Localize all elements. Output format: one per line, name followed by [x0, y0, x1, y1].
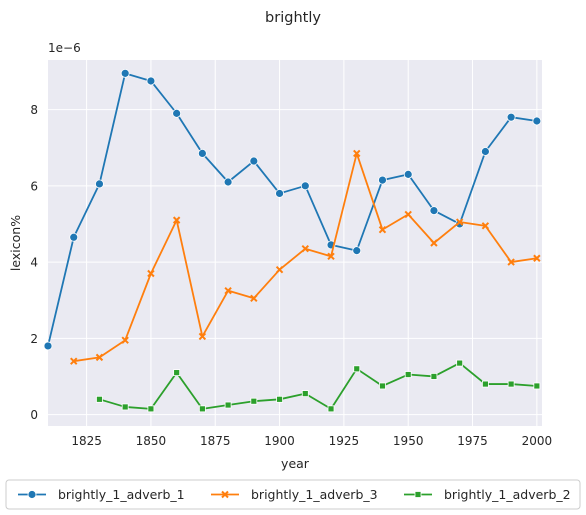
data-point [249, 156, 259, 166]
data-point [120, 68, 130, 78]
data-point [430, 239, 438, 247]
data-point [300, 181, 310, 191]
data-point [172, 216, 181, 224]
data-point [276, 395, 283, 403]
data-point [197, 149, 207, 158]
data-point [172, 108, 182, 118]
legend-marker [414, 491, 422, 498]
legend-label: brightly_1_adverb_1 [58, 487, 185, 502]
data-point [507, 380, 515, 388]
data-point [507, 258, 515, 266]
x-tick-label: 2000 [522, 434, 553, 448]
data-point [70, 357, 78, 365]
legend-marker [27, 490, 37, 499]
data-point [403, 169, 413, 179]
y-ticks: 0 2 4 6 8 [30, 103, 38, 422]
data-point [352, 246, 362, 256]
data-point [481, 380, 489, 388]
y-tick-label: 2 [30, 332, 38, 346]
series-line [99, 362, 537, 410]
data-point [224, 401, 232, 409]
x-tick-label: 1925 [329, 434, 360, 448]
data-point [532, 116, 542, 126]
legend: brightly_1_adverb_1 brightly_1_adverb_3 br… [5, 479, 581, 510]
data-point [533, 382, 541, 390]
series-brightly_1_adverb_1 [43, 68, 542, 351]
data-point [480, 147, 490, 156]
data-point [378, 175, 387, 185]
data-point [275, 189, 284, 198]
y-tick-label: 0 [30, 408, 38, 422]
data-point [404, 371, 412, 378]
data-point [147, 269, 155, 278]
legend-label: brightly_1_adverb_3 [251, 487, 378, 502]
data-point [481, 222, 490, 230]
series-brightly_1_adverb_3 [70, 149, 541, 365]
data-point [429, 206, 439, 215]
data-point [147, 405, 155, 413]
data-point [198, 405, 206, 413]
x-tick-label: 1900 [264, 434, 295, 448]
data-point [379, 382, 386, 390]
data-point [121, 403, 129, 411]
x-tick-label: 1950 [393, 434, 424, 448]
legend-item: brightly_1_adverb_2 [404, 487, 571, 502]
plot-area [48, 60, 542, 426]
x-ticks: 1825 1850 1875 1900 1925 1950 1975 2000 [71, 434, 552, 448]
data-point [146, 76, 156, 86]
data-point [455, 218, 464, 226]
legend-item: brightly_1_adverb_3 [211, 487, 378, 502]
data-point [506, 112, 516, 122]
data-point [404, 210, 412, 219]
data-point [275, 265, 284, 274]
legend-label: brightly_1_adverb_2 [444, 487, 571, 502]
y-tick-label: 6 [30, 179, 38, 193]
legend-marker [221, 490, 229, 499]
data-point [250, 397, 258, 405]
y-tick-label: 4 [30, 256, 38, 270]
grid [48, 60, 542, 426]
chart-title: brightly [265, 10, 321, 26]
data-point [121, 336, 129, 344]
x-tick-label: 1825 [71, 434, 102, 448]
y-offset-label: 1e−6 [48, 41, 81, 55]
data-point [223, 177, 233, 187]
x-tick-label: 1850 [136, 434, 167, 448]
series-line [47, 72, 537, 347]
data-point [173, 369, 181, 377]
data-point [96, 395, 103, 403]
data-point [43, 341, 53, 351]
data-point [301, 390, 309, 397]
data-point [353, 149, 361, 158]
data-point [301, 245, 309, 253]
data-point [250, 294, 258, 302]
y-axis-label: lexicon% [8, 215, 23, 271]
data-point [198, 332, 207, 341]
data-point [95, 179, 104, 189]
series-brightly_1_adverb_2 [96, 359, 541, 413]
legend-frame [5, 479, 581, 510]
series-layer [43, 68, 542, 413]
data-point [95, 353, 104, 362]
x-tick-label: 1975 [457, 434, 488, 448]
y-tick-label: 8 [30, 103, 38, 117]
legend-item: brightly_1_adverb_1 [18, 487, 185, 502]
data-point [327, 405, 335, 413]
data-point [224, 286, 232, 295]
x-tick-label: 1875 [200, 434, 231, 448]
data-point [327, 252, 335, 261]
data-point [456, 359, 464, 367]
data-point [430, 373, 438, 380]
data-point [533, 254, 541, 262]
data-point [353, 365, 361, 373]
data-point [378, 225, 387, 234]
x-axis-label: year [281, 456, 310, 471]
data-point [69, 232, 79, 242]
